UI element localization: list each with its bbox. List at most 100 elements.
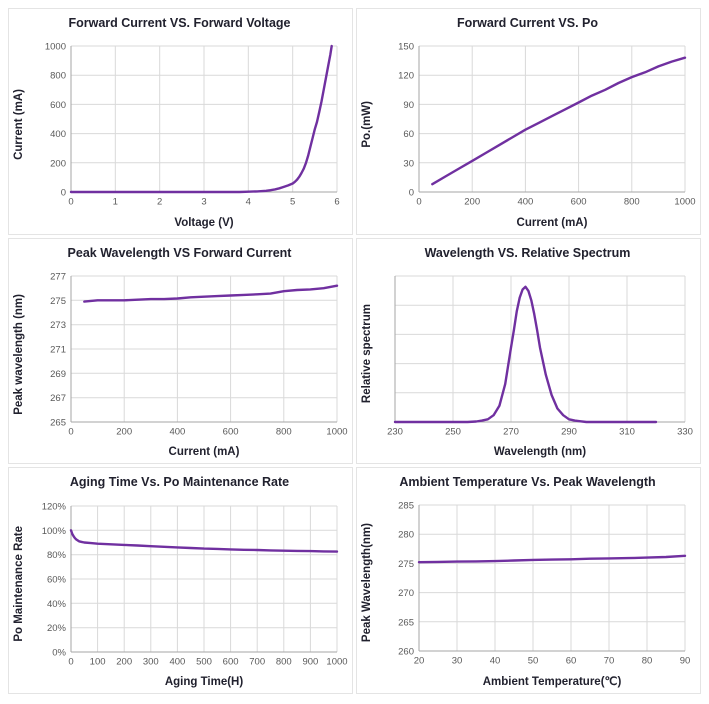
svg-text:60: 60 [566, 655, 577, 666]
chart-body: Po.(mW) 0 200 400 600 800 1000 0 30 60 90 120 150 [361, 32, 696, 217]
svg-text:600: 600 [50, 100, 66, 111]
svg-text:0: 0 [409, 188, 414, 199]
svg-text:400: 400 [517, 197, 533, 208]
x-axis-label: Wavelength (nm) [493, 446, 587, 459]
svg-text:600: 600 [571, 197, 587, 208]
svg-text:1000: 1000 [326, 426, 347, 437]
y-axis-label: Relative spectrum [361, 304, 373, 404]
svg-text:20%: 20% [47, 623, 67, 634]
svg-text:275: 275 [50, 296, 66, 307]
y-axis-label: Peak Wavelength(nm) [361, 523, 373, 643]
svg-text:30: 30 [452, 655, 463, 666]
y-axis-label: Peak wavelength (nm) [13, 293, 25, 415]
svg-text:310: 310 [619, 426, 635, 437]
svg-text:277: 277 [50, 271, 66, 282]
x-axis-label: Aging Time(H) [164, 676, 244, 688]
chart-title: Aging Time Vs. Po Maintenance Rate [69, 475, 290, 490]
temperature-wavelength-plot: 20 30 40 50 60 70 80 90 260 265 270 275 280 285 [398, 500, 691, 666]
svg-text:0: 0 [416, 197, 421, 208]
chart-body: Current (mA) 0 1 2 3 4 5 6 0 200 400 600 800 1000 [13, 32, 346, 217]
svg-text:265: 265 [50, 417, 66, 428]
svg-text:265: 265 [398, 617, 414, 628]
svg-text:400: 400 [169, 656, 185, 667]
svg-text:900: 900 [302, 656, 318, 667]
svg-text:2: 2 [157, 197, 162, 208]
svg-text:200: 200 [50, 159, 66, 170]
svg-text:500: 500 [196, 656, 212, 667]
svg-text:20: 20 [414, 655, 425, 666]
svg-text:1000: 1000 [45, 42, 66, 53]
svg-text:270: 270 [503, 426, 519, 437]
panel-aging-time-vs-po-maintenance-rate: Aging Time Vs. Po Maintenance Rate Po Ma… [8, 467, 353, 694]
svg-text:4: 4 [246, 197, 251, 208]
svg-text:267: 267 [50, 393, 66, 404]
svg-text:1000: 1000 [674, 197, 695, 208]
svg-text:90: 90 [680, 655, 691, 666]
svg-text:330: 330 [677, 426, 693, 437]
chart-title: Forward Current VS. Forward Voltage [68, 16, 291, 30]
peak-wavelength-current-plot: 0 200 400 600 800 1000 265 267 269 271 273 275 277 [50, 271, 347, 437]
svg-text:0: 0 [68, 656, 73, 667]
svg-text:275: 275 [398, 559, 414, 570]
svg-text:120: 120 [398, 71, 414, 82]
x-axis-label: Ambient Temperature(℃) [482, 676, 622, 688]
svg-text:300: 300 [143, 656, 159, 667]
svg-text:800: 800 [50, 71, 66, 82]
svg-text:700: 700 [249, 656, 265, 667]
svg-text:1000: 1000 [326, 656, 347, 667]
panel-wavelength-vs-relative-spectrum: Wavelength VS. Relative Spectrum Relativ… [356, 237, 701, 465]
svg-text:1: 1 [113, 197, 118, 208]
svg-text:270: 270 [398, 588, 414, 599]
svg-text:150: 150 [398, 42, 414, 53]
iv-curve-plot: 0 1 2 3 4 5 6 0 200 400 600 800 1000 [45, 42, 340, 208]
chart-title: Forward Current VS. Po [457, 16, 598, 30]
svg-text:250: 250 [445, 426, 461, 437]
aging-plot: 0 100 200 300 400 500 600 700 800 900 1000 0% 20% 40%… [42, 501, 348, 667]
svg-text:70: 70 [604, 655, 615, 666]
y-axis-label: Po Maintenance Rate [13, 525, 25, 642]
chart-body: Relative spectrum 230 250 270 290 310 330 [361, 262, 694, 447]
svg-text:0: 0 [61, 188, 66, 199]
svg-text:200: 200 [116, 656, 132, 667]
x-axis-label: Current (mA) [168, 446, 240, 459]
po-current-plot: 0 200 400 600 800 1000 0 30 60 90 120 150 [398, 42, 695, 208]
chart-title: Peak Wavelength VS Forward Current [67, 245, 292, 260]
svg-text:0: 0 [68, 426, 73, 437]
svg-text:273: 273 [50, 320, 66, 331]
svg-text:230: 230 [387, 426, 403, 437]
chart-body: Peak wavelength (nm) 0 200 400 600 800 1000 26… [13, 262, 348, 447]
svg-text:100: 100 [90, 656, 106, 667]
svg-text:80%: 80% [47, 550, 67, 561]
panel-forward-current-vs-po: Forward Current VS. Po Po.(mW) 0 200 400 60… [356, 8, 701, 235]
svg-text:600: 600 [223, 656, 239, 667]
svg-text:200: 200 [464, 197, 480, 208]
svg-text:50: 50 [528, 655, 539, 666]
svg-text:400: 400 [50, 129, 66, 140]
svg-text:40: 40 [490, 655, 501, 666]
svg-text:285: 285 [398, 500, 414, 511]
svg-text:30: 30 [403, 159, 414, 170]
panel-forward-current-vs-forward-voltage: Forward Current VS. Forward Voltage Curr… [8, 8, 353, 235]
chart-body: Po Maintenance Rate 0 100 200 300 400 500 600 7… [13, 491, 348, 676]
x-axis-label: Voltage (V) [174, 216, 234, 229]
svg-text:100%: 100% [42, 525, 67, 536]
svg-text:800: 800 [276, 426, 292, 437]
svg-text:40%: 40% [47, 598, 67, 609]
panel-ambient-temperature-vs-peak-wavelength: Ambient Temperature Vs. Peak Wavelength … [356, 467, 701, 694]
chart-body: Peak Wavelength(nm) 20 30 40 50 60 70 80 90 260 2… [361, 491, 694, 674]
spectrum-plot: 230 250 270 290 310 330 [387, 275, 693, 437]
svg-text:60%: 60% [47, 574, 67, 585]
svg-text:3: 3 [201, 197, 206, 208]
chart-title: Ambient Temperature Vs. Peak Wavelength [399, 475, 656, 490]
svg-text:90: 90 [403, 100, 414, 111]
svg-text:269: 269 [50, 369, 66, 380]
svg-text:6: 6 [334, 197, 339, 208]
y-axis-label: Current (mA) [13, 88, 25, 160]
svg-text:0%: 0% [52, 647, 66, 658]
svg-text:400: 400 [169, 426, 185, 437]
panel-peak-wavelength-vs-forward-current: Peak Wavelength VS Forward Current Peak … [8, 237, 353, 465]
svg-text:80: 80 [642, 655, 653, 666]
svg-text:260: 260 [398, 646, 414, 657]
svg-text:200: 200 [116, 426, 132, 437]
